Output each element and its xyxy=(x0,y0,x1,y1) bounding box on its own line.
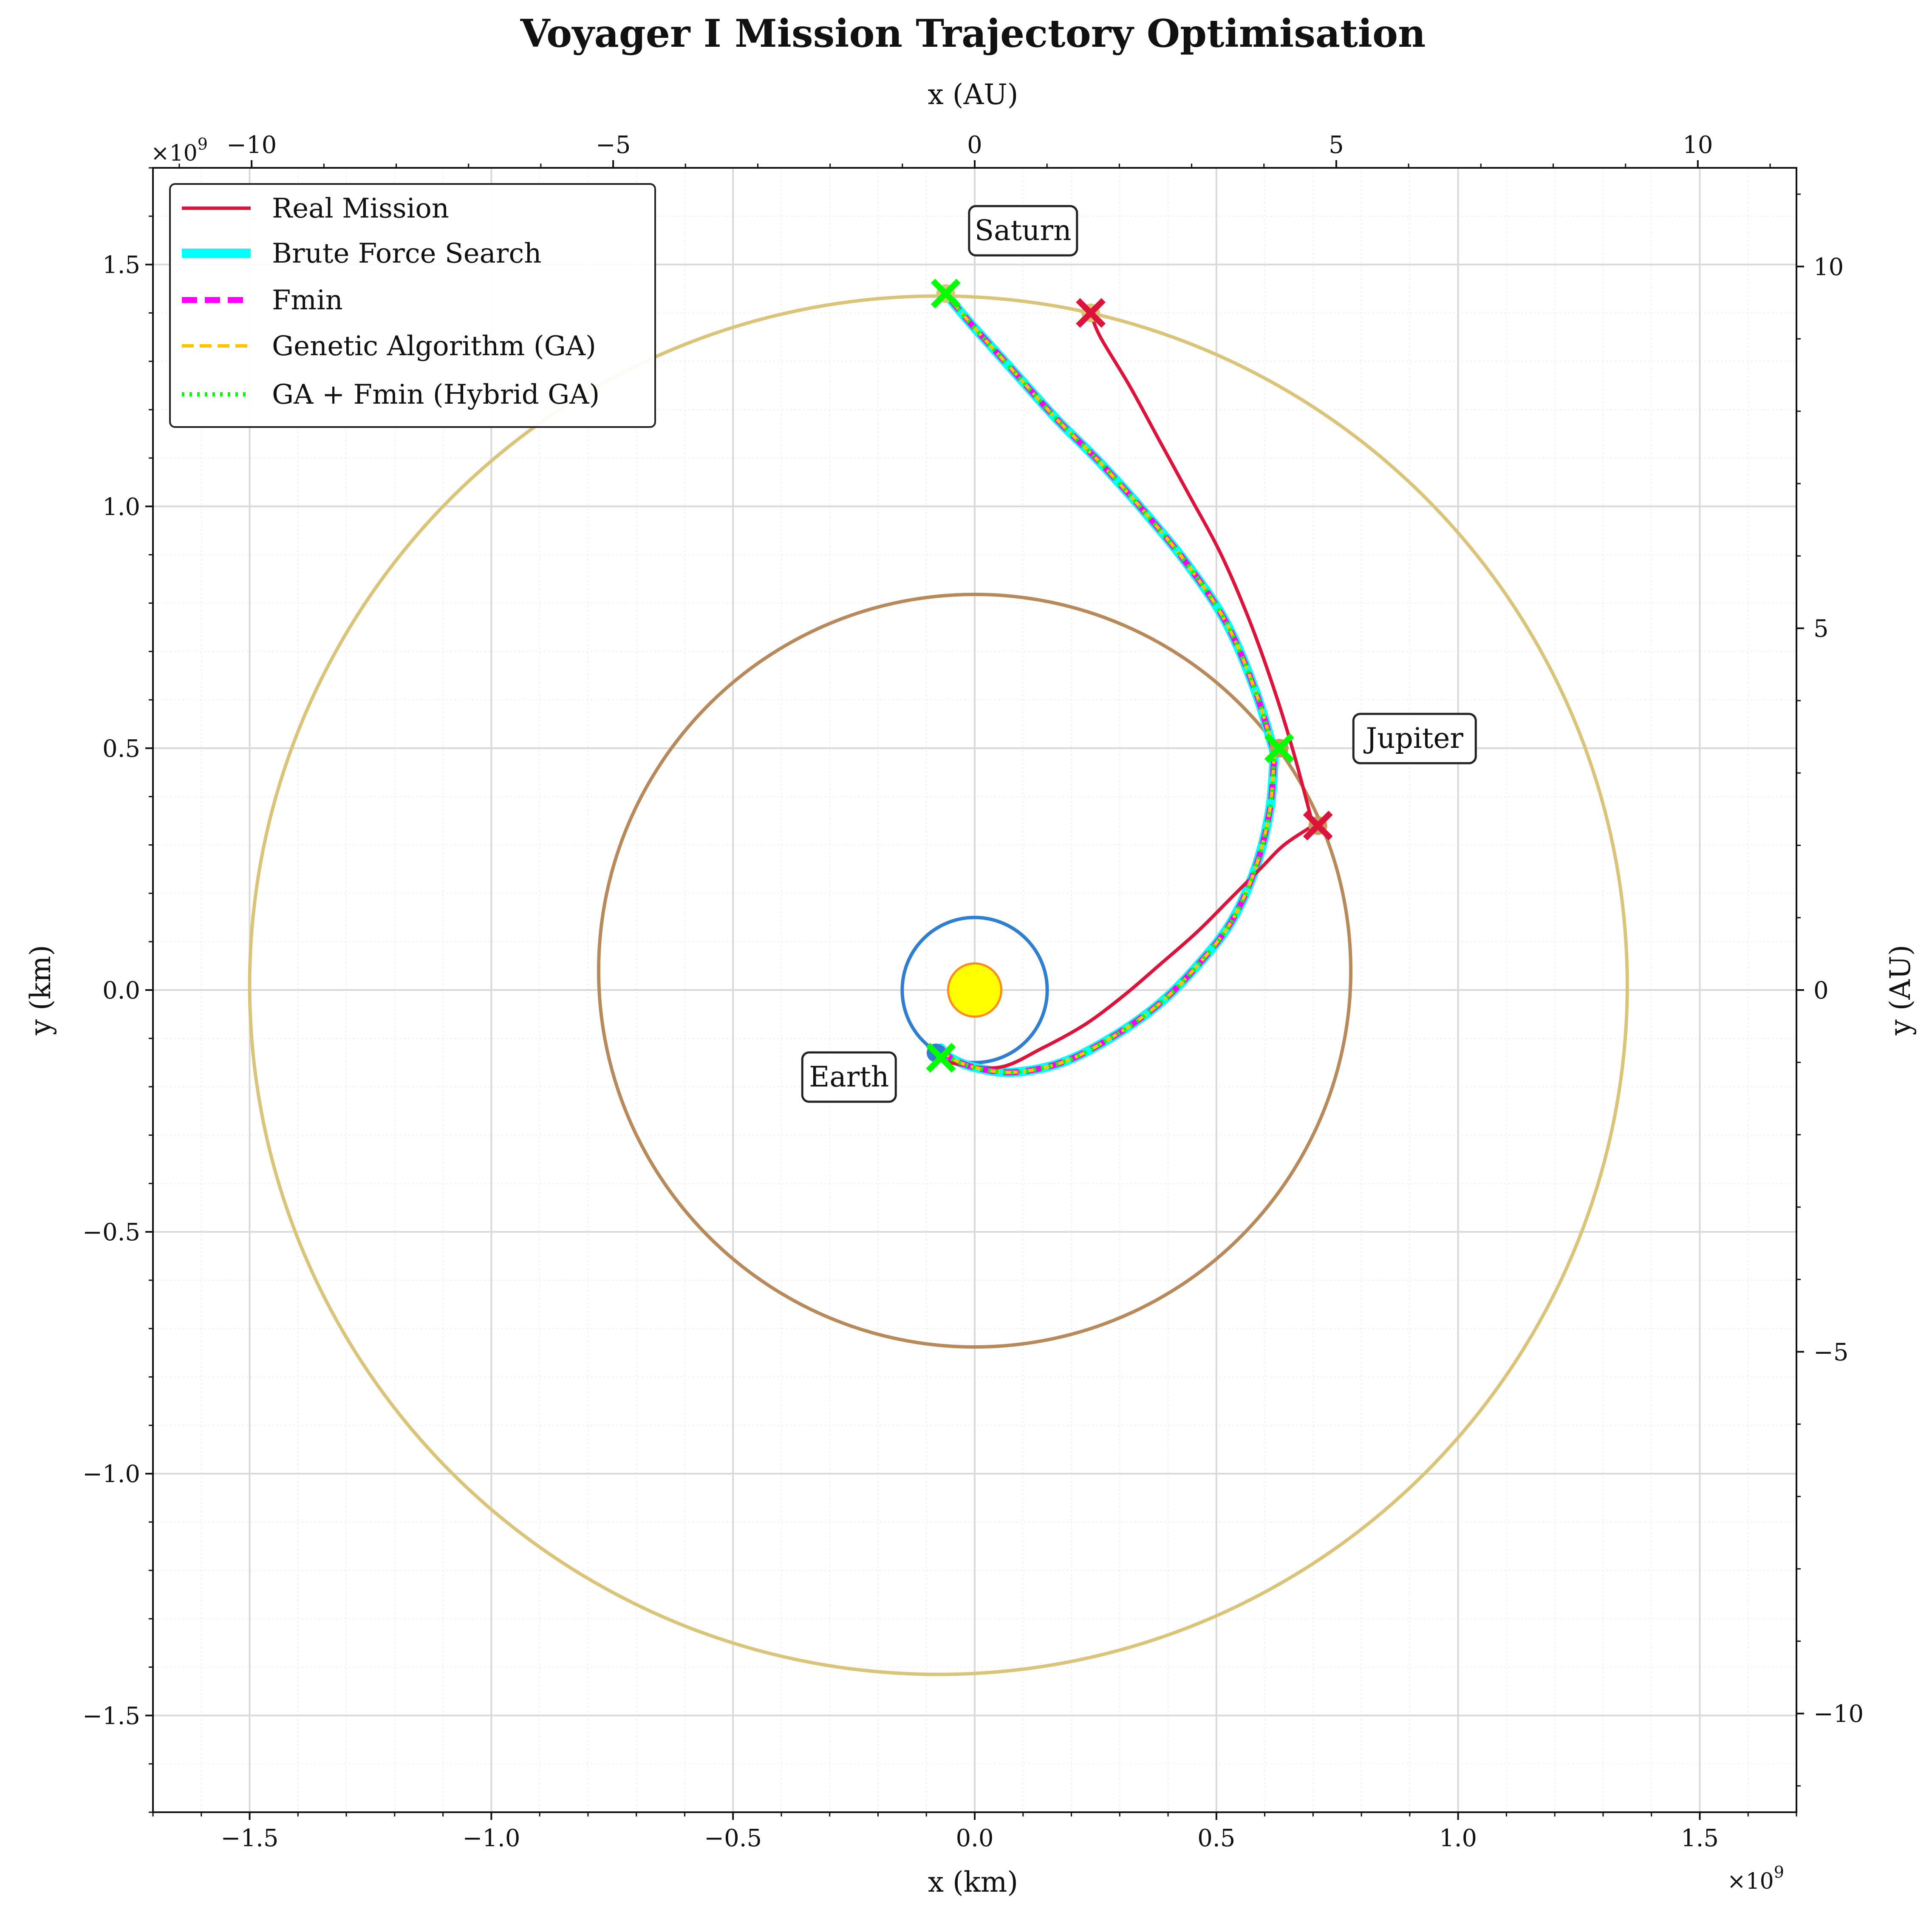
x-tick-label: 0.0 xyxy=(956,1825,993,1852)
x-tick-label: −1.0 xyxy=(462,1825,520,1852)
x2-tick-label: −5 xyxy=(596,131,631,159)
y-tick-label: 0.0 xyxy=(102,977,140,1004)
y2-axis-label: y (AU) xyxy=(1884,945,1917,1035)
y-tick-label: −1.5 xyxy=(82,1702,140,1730)
trajectory-hybrid-ga-leg-2 xyxy=(944,292,1277,754)
legend-label-fmin: Fmin xyxy=(272,285,343,316)
y-tick-label: −0.5 xyxy=(82,1219,140,1246)
legend-label-brute-force: Brute Force Search xyxy=(272,238,541,269)
plot-data-layer xyxy=(248,278,1629,1676)
real-mission-encounter-marker xyxy=(1303,811,1333,840)
x2-tick-label: 0 xyxy=(967,131,982,159)
marker-stroke-b xyxy=(926,1043,956,1073)
x2-axis-label: x (AU) xyxy=(928,78,1018,111)
legend-label-ga: Genetic Algorithm (GA) xyxy=(272,331,596,362)
marker-stroke-b xyxy=(1264,733,1294,763)
optimised-encounter-marker xyxy=(931,278,961,308)
x-offset-base: ×10 xyxy=(1727,1869,1774,1894)
x-tick-label: −0.5 xyxy=(704,1825,762,1852)
x2-tick-label: 5 xyxy=(1329,131,1344,159)
orbit-jupiter xyxy=(597,592,1353,1349)
trajectory-hybrid-ga-leg-1 xyxy=(939,753,1277,1075)
optimised-encounter-marker xyxy=(1264,733,1294,763)
y2-tick-label: 10 xyxy=(1813,253,1844,281)
marker-stroke-b xyxy=(931,278,961,308)
plot-area: Saturn Jupiter Earth −1.5 −1.0 −0.5 0.0 0.5 1.0 1… xyxy=(82,131,1864,1852)
x-tick-label: 1.5 xyxy=(1681,1825,1719,1852)
marker-stroke-b xyxy=(1303,811,1333,840)
y-tick-label: 0.5 xyxy=(102,735,140,763)
x2-tick-label: 10 xyxy=(1683,131,1713,159)
x-offset-label: ×109 xyxy=(1727,1863,1784,1894)
annotation-saturn: Saturn xyxy=(975,214,1072,247)
legend-label-hybrid-ga: GA + Fmin (Hybrid GA) xyxy=(272,379,600,410)
y-axis-label: y (km) xyxy=(24,945,57,1035)
trajectory-real-mission-leg-1 xyxy=(934,824,1315,1070)
y2-tick-label: −5 xyxy=(1813,1338,1849,1366)
annotation-earth: Earth xyxy=(809,1061,889,1093)
y-offset-base: ×10 xyxy=(151,141,198,166)
annotation-box-saturn xyxy=(968,205,1078,257)
x-tick-label: 0.5 xyxy=(1197,1825,1235,1852)
real-mission-encounter-marker xyxy=(1076,298,1106,328)
chart-title: Voyager I Mission Trajectory Optimisatio… xyxy=(520,11,1426,56)
y-offset-label: ×109 xyxy=(151,135,208,166)
optimised-encounter-marker xyxy=(926,1043,956,1073)
x2-tick-label: −10 xyxy=(226,131,277,159)
x-tick-label: −1.5 xyxy=(221,1825,279,1852)
y-offset-exponent: 9 xyxy=(198,135,208,153)
y-tick-label: −1.0 xyxy=(82,1460,140,1488)
y-tick-label: 1.0 xyxy=(102,493,140,521)
marker-stroke-b xyxy=(1076,298,1106,328)
annotation-box-earth xyxy=(801,1051,897,1103)
orbit-earth xyxy=(900,916,1049,1064)
y-tick-label: 1.5 xyxy=(102,252,140,279)
x-tick-label: 1.0 xyxy=(1439,1825,1477,1852)
sun-marker xyxy=(947,962,1003,1018)
y2-tick-label: −10 xyxy=(1813,1700,1864,1728)
y2-tick-label: 5 xyxy=(1813,615,1829,643)
legend-frame xyxy=(169,183,656,428)
annotation-jupiter: Jupiter xyxy=(1363,722,1464,755)
annotation-box-jupiter xyxy=(1352,713,1477,764)
y2-tick-label: 0 xyxy=(1813,977,1829,1004)
x-axis-label: x (km) xyxy=(928,1866,1018,1898)
legend: Real Mission Brute Force Search Fmin Gen… xyxy=(169,183,656,428)
legend-label-real-mission: Real Mission xyxy=(272,193,449,224)
x-offset-exponent: 9 xyxy=(1774,1863,1784,1881)
trajectory-real-mission-leg-2 xyxy=(1089,311,1315,827)
